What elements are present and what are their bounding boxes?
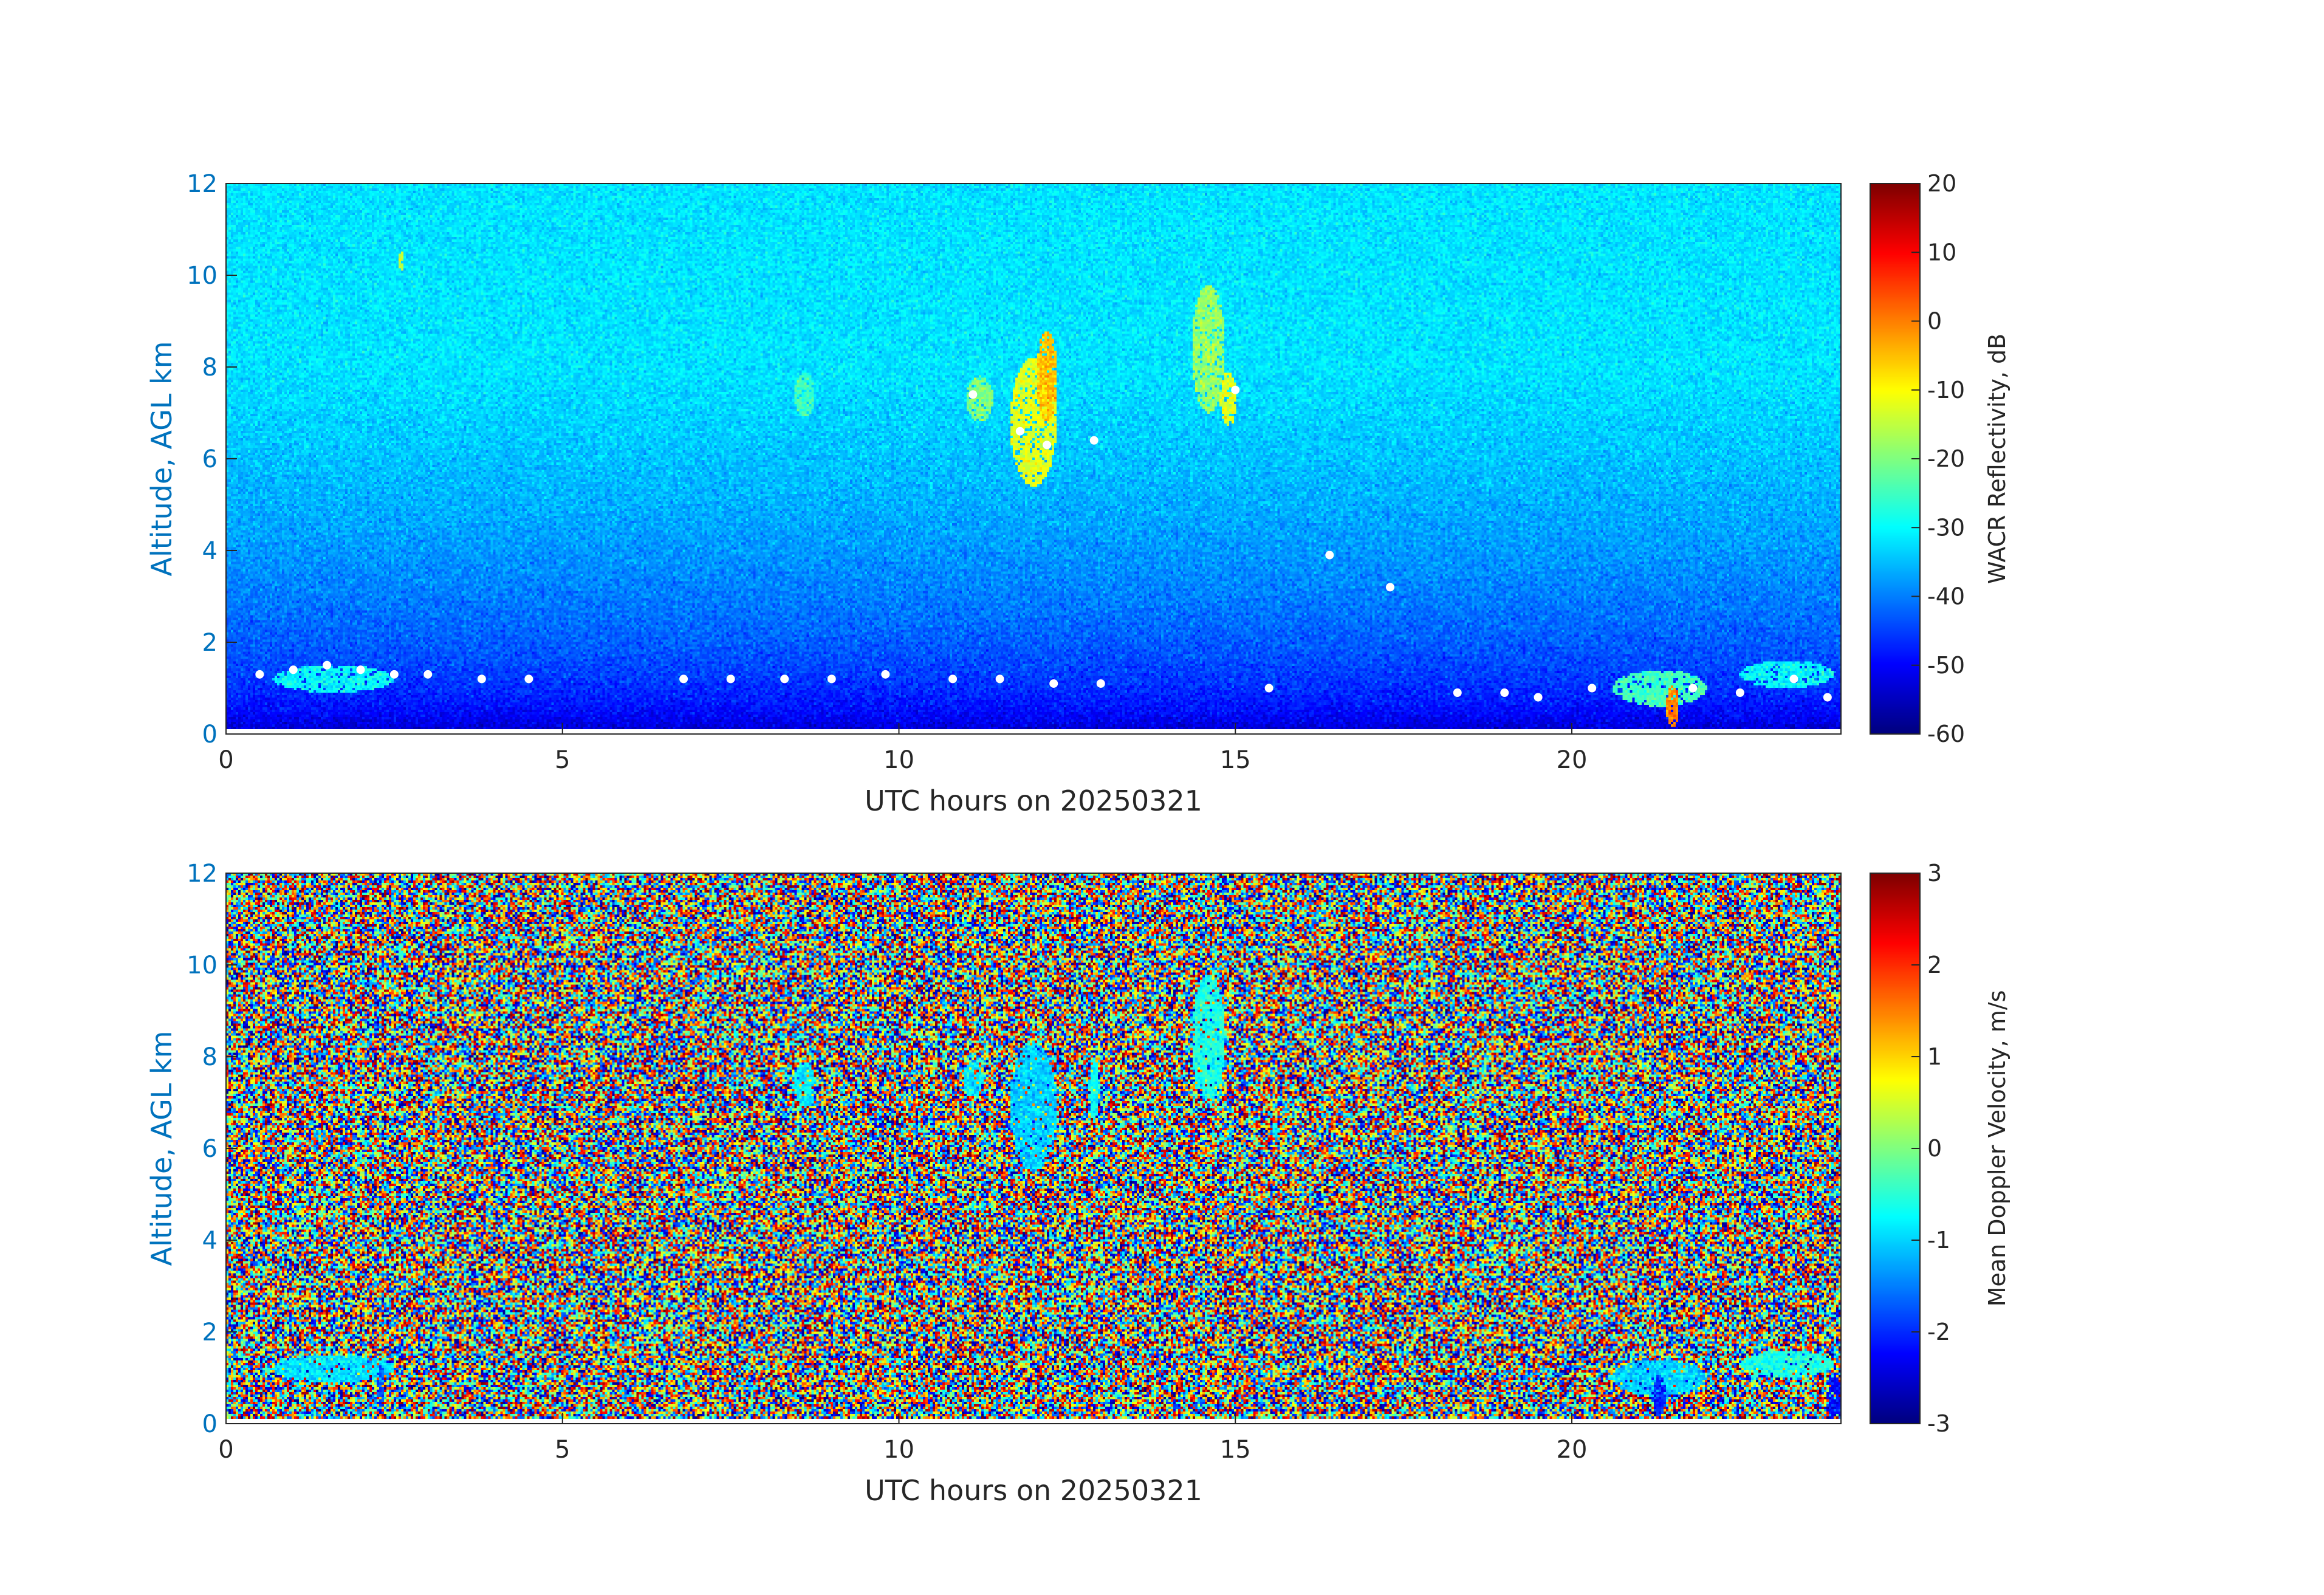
doppler-x-ticks: 0 5 10 15 20 — [218, 1413, 1587, 1464]
missing-data-marker — [995, 674, 1004, 684]
reflectivity-x-ticks: 0 5 10 15 20 — [218, 723, 1587, 774]
colorbar-tick-label: 2 — [1927, 952, 1942, 978]
missing-data-marker — [477, 674, 486, 684]
reflectivity-y-ticks: 0 2 4 6 8 10 12 — [187, 170, 237, 749]
doppler-colorbar-label: Mean Doppler Velocity, m/s — [1984, 990, 2010, 1307]
x-tick-label: 20 — [1557, 746, 1588, 774]
colorbar-tick-label: 1 — [1927, 1043, 1942, 1070]
colorbar-tick-label: -10 — [1927, 377, 1965, 403]
missing-data-marker — [1735, 688, 1744, 698]
missing-data-marker — [1043, 441, 1052, 450]
colorbar-tick-label: -50 — [1927, 652, 1965, 679]
y-tick-label: 0 — [202, 1410, 218, 1438]
x-tick-label: 15 — [1220, 1436, 1251, 1464]
colorbar-tick-label: 0 — [1927, 308, 1942, 335]
missing-data-marker — [1688, 684, 1698, 693]
colorbar-tick-label: -1 — [1927, 1227, 1950, 1254]
missing-data-marker — [1588, 684, 1597, 693]
colorbar-tick-label: -20 — [1927, 445, 1965, 472]
x-tick-label: 5 — [555, 1436, 570, 1464]
missing-data-marker — [289, 665, 298, 674]
missing-data-marker — [1823, 693, 1832, 702]
colorbar-tick-label: -2 — [1927, 1319, 1950, 1345]
doppler-plot-area — [226, 873, 1841, 1424]
x-tick-label: 10 — [883, 1436, 914, 1464]
missing-data-marker — [524, 674, 533, 684]
missing-data-marker — [1015, 427, 1024, 436]
reflectivity-colorbar-label: WACR Reflectivity, dB — [1984, 334, 2010, 584]
missing-data-marker — [1385, 583, 1394, 592]
missing-data-marker — [356, 665, 365, 674]
y-tick-label: 10 — [187, 262, 218, 290]
y-tick-label: 12 — [187, 170, 218, 198]
missing-data-marker — [1534, 693, 1543, 702]
colorbar-tick-label: 10 — [1927, 239, 1956, 266]
reflectivity-colorbar-ticks: -60 -50 -40 -30 -20 -10 0 10 20 — [1911, 170, 1965, 747]
missing-data-marker — [1789, 674, 1798, 684]
y-tick-label: 10 — [187, 952, 218, 979]
y-tick-label: 8 — [202, 1043, 218, 1071]
missing-data-marker — [1096, 679, 1105, 688]
x-tick-label: 20 — [1557, 1436, 1588, 1464]
doppler-y-ticks: 0 2 4 6 8 10 12 — [187, 860, 237, 1438]
doppler-colorbar-ticks: -3 -2 -1 0 1 2 3 — [1911, 860, 1950, 1437]
colorbar-tick-label: -40 — [1927, 583, 1965, 610]
missing-data-marker — [255, 670, 264, 679]
y-tick-label: 4 — [202, 1227, 218, 1255]
y-tick-label: 4 — [202, 537, 218, 565]
colorbar-tick-label: -30 — [1927, 514, 1965, 541]
x-tick-label: 10 — [883, 746, 914, 774]
colorbar-tick-label: 0 — [1927, 1135, 1942, 1162]
missing-data-marker — [1089, 436, 1099, 445]
reflectivity-plot-area — [226, 184, 1841, 734]
doppler-xlabel: UTC hours on 20250321 — [865, 1474, 1202, 1507]
x-tick-label: 5 — [555, 746, 570, 774]
colorbar-tick-label: -3 — [1927, 1410, 1950, 1437]
y-tick-label: 2 — [202, 629, 218, 657]
missing-data-marker — [423, 670, 433, 679]
colorbar-tick-label: 3 — [1927, 860, 1942, 887]
x-tick-label: 15 — [1220, 746, 1251, 774]
missing-data-marker — [679, 674, 688, 684]
missing-data-marker — [323, 660, 332, 670]
missing-data-marker — [389, 670, 399, 679]
missing-data-marker — [726, 674, 735, 684]
colorbar-tick-label: -60 — [1927, 721, 1965, 747]
x-tick-label: 0 — [218, 1436, 233, 1464]
missing-data-marker — [1325, 551, 1334, 560]
reflectivity-xlabel: UTC hours on 20250321 — [865, 784, 1202, 817]
missing-data-marker — [1500, 688, 1509, 698]
y-tick-label: 0 — [202, 721, 218, 749]
y-tick-label: 6 — [202, 445, 218, 473]
doppler-ylabel: Altitude, AGL km — [145, 1031, 178, 1266]
colorbar-tick-label: 20 — [1927, 170, 1956, 197]
missing-data-marker — [968, 390, 978, 399]
missing-data-marker — [780, 674, 789, 684]
missing-data-marker — [1264, 684, 1273, 693]
missing-data-marker — [881, 670, 890, 679]
missing-data-marker — [1231, 385, 1240, 394]
missing-data-marker — [1049, 679, 1058, 688]
y-tick-label: 2 — [202, 1319, 218, 1346]
reflectivity-panel: 0 2 4 6 8 10 12 0 5 10 15 20 Altitude, AGL km UTC … — [145, 170, 2010, 817]
missing-data-marker — [827, 674, 836, 684]
missing-data-marker — [948, 674, 958, 684]
x-tick-label: 0 — [218, 746, 233, 774]
y-tick-label: 6 — [202, 1135, 218, 1163]
y-tick-label: 8 — [202, 354, 218, 382]
y-tick-label: 12 — [187, 860, 218, 888]
missing-data-marker — [1453, 688, 1462, 698]
reflectivity-missing-markers — [255, 385, 1832, 702]
reflectivity-ylabel: Altitude, AGL km — [145, 341, 178, 576]
